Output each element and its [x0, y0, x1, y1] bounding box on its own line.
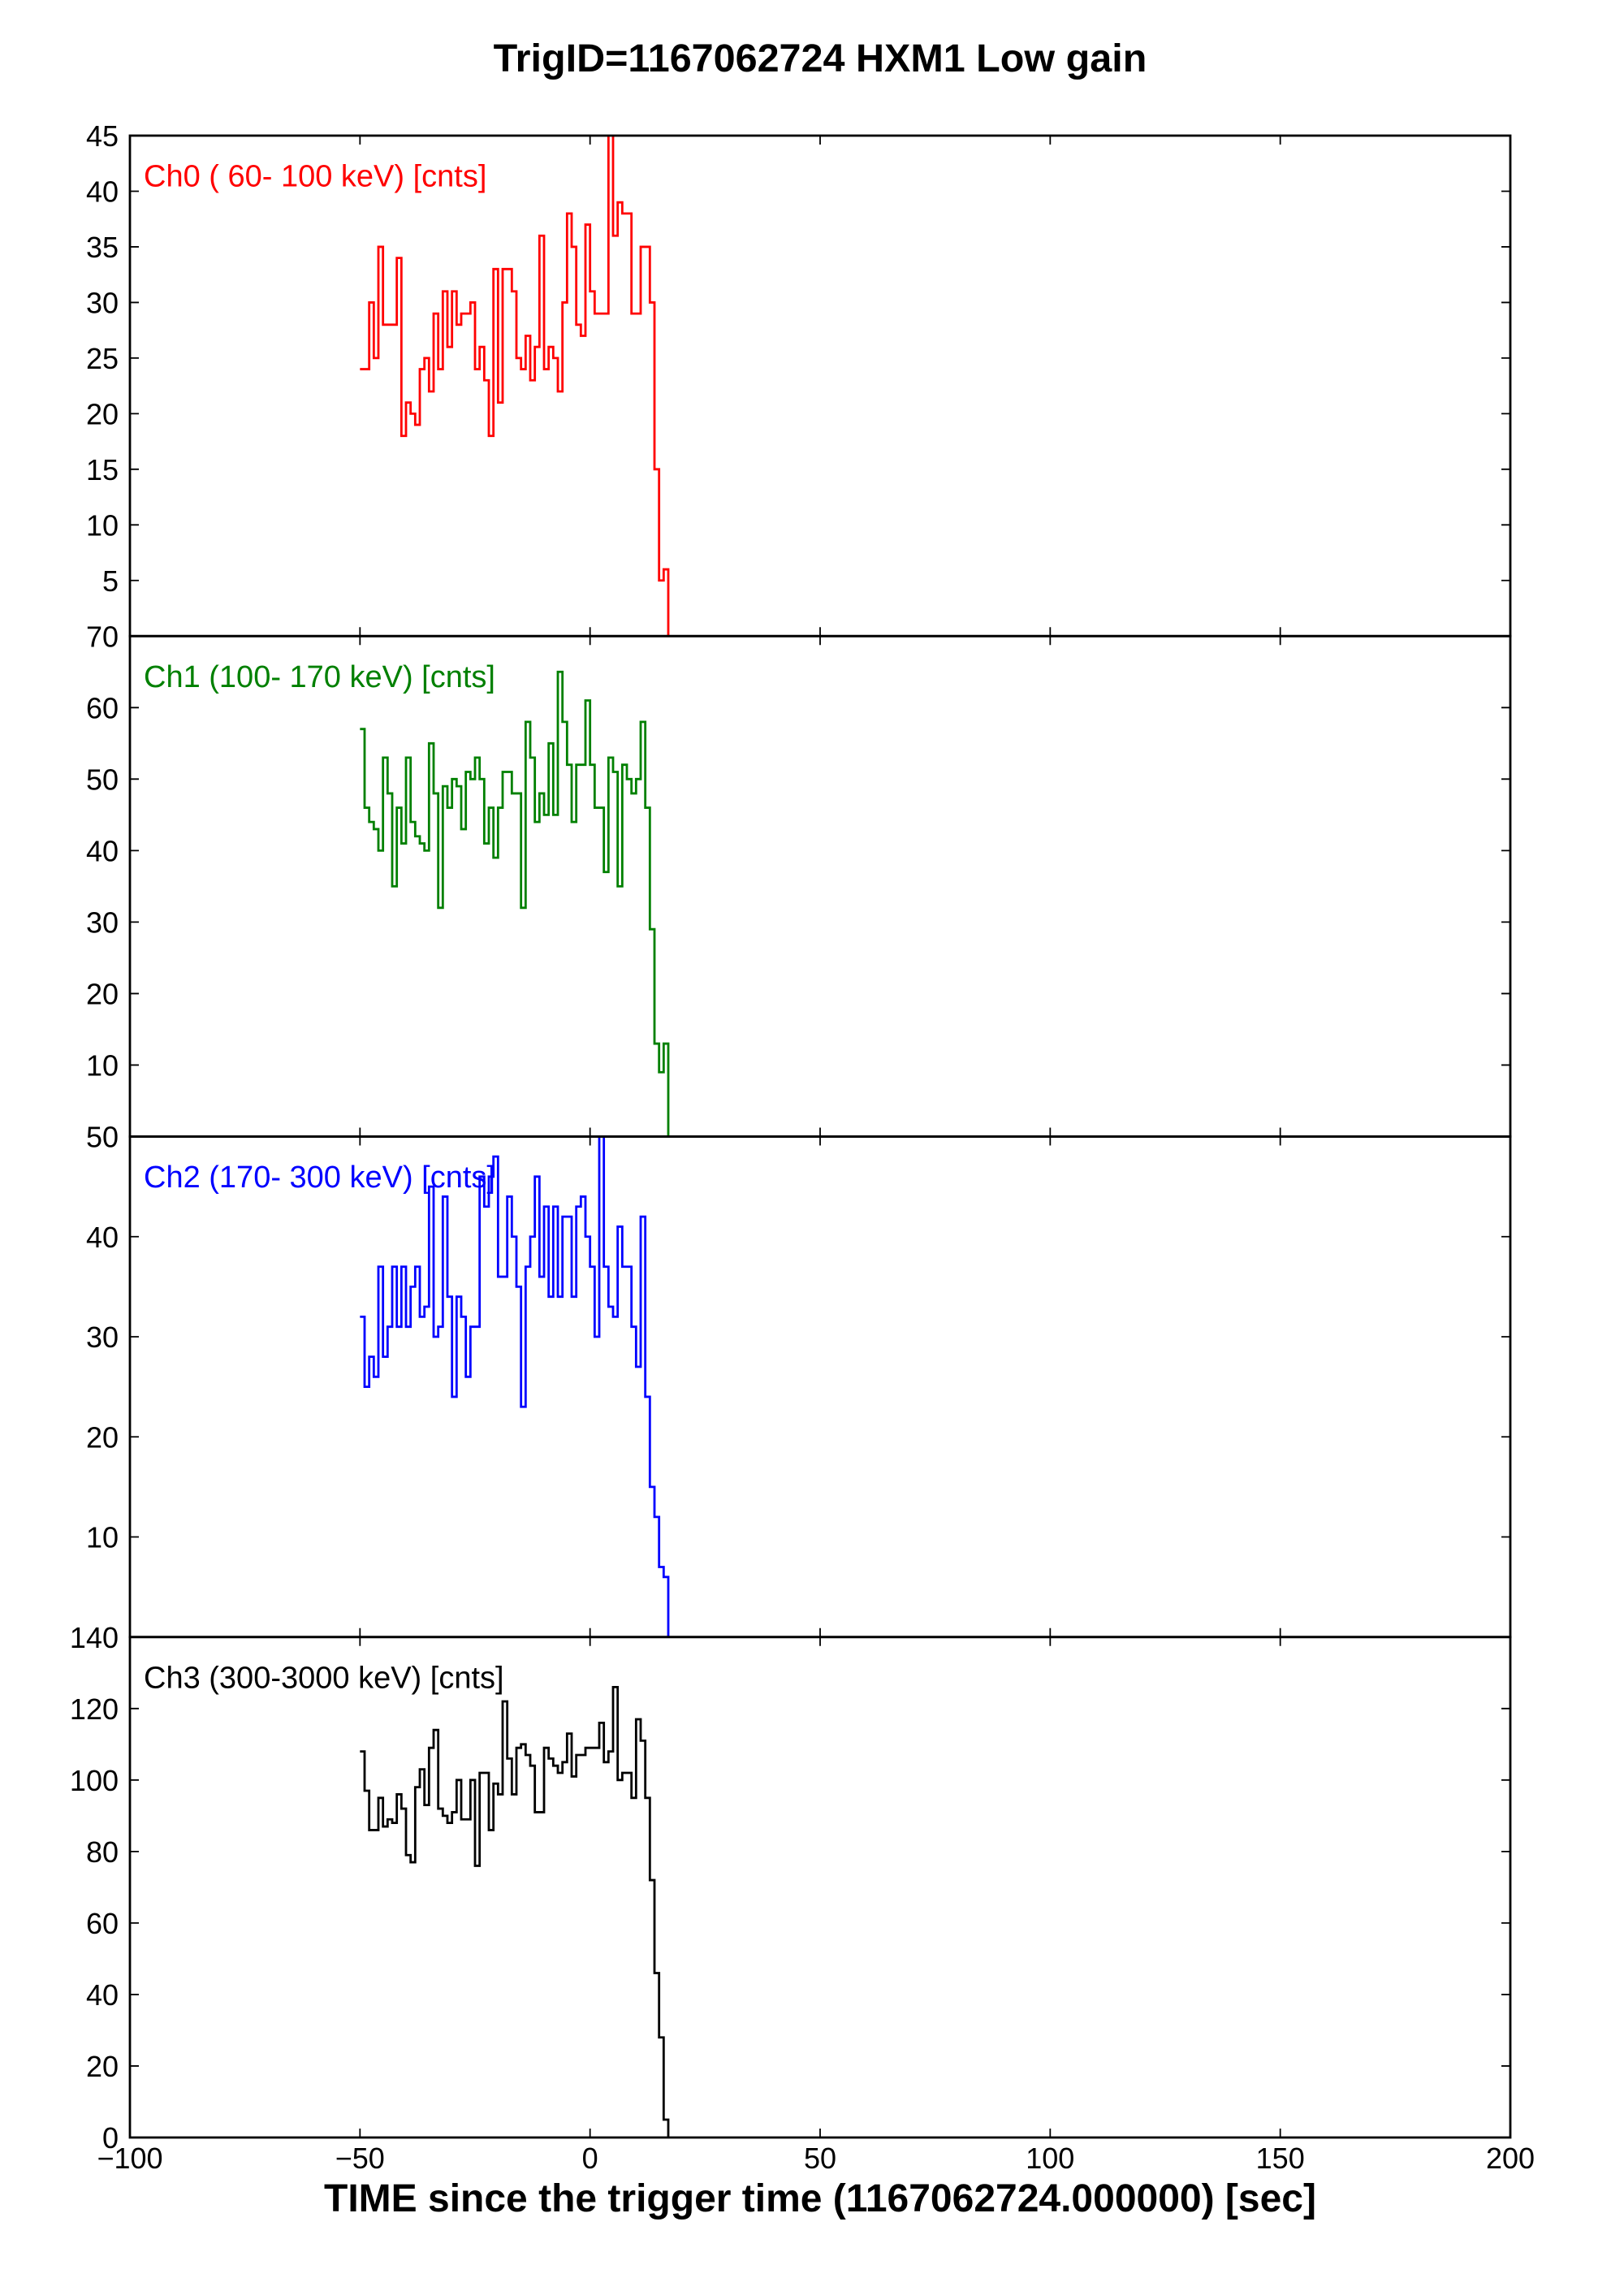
svg-text:15: 15 — [86, 453, 119, 486]
svg-text:Ch2 (170- 300 keV) [cnts]: Ch2 (170- 300 keV) [cnts] — [144, 1161, 495, 1195]
svg-text:100: 100 — [70, 1764, 119, 1797]
svg-text:200: 200 — [1486, 2142, 1535, 2175]
svg-text:60: 60 — [86, 1907, 119, 1940]
svg-text:80: 80 — [86, 1835, 119, 1869]
svg-text:Ch0 ( 60- 100 keV) [cnts]: Ch0 ( 60- 100 keV) [cnts] — [144, 160, 486, 194]
svg-text:20: 20 — [86, 2050, 119, 2083]
svg-text:Ch1 (100- 170 keV) [cnts]: Ch1 (100- 170 keV) [cnts] — [144, 660, 495, 694]
svg-text:TIME since the trigger time (1: TIME since the trigger time (1167062724.… — [324, 2177, 1316, 2220]
svg-text:70: 70 — [86, 620, 119, 653]
svg-text:25: 25 — [86, 342, 119, 375]
svg-text:20: 20 — [86, 398, 119, 431]
svg-text:0: 0 — [582, 2142, 598, 2175]
svg-text:50: 50 — [86, 1121, 119, 1154]
svg-text:20: 20 — [86, 978, 119, 1011]
svg-text:100: 100 — [1026, 2142, 1074, 2175]
svg-text:−100: −100 — [97, 2142, 162, 2175]
svg-text:35: 35 — [86, 231, 119, 264]
svg-text:45: 45 — [86, 119, 119, 153]
svg-text:0: 0 — [102, 2121, 119, 2155]
svg-text:20: 20 — [86, 1420, 119, 1454]
svg-text:TrigID=1167062724 HXM1 Low gai: TrigID=1167062724 HXM1 Low gain — [494, 37, 1147, 80]
svg-text:40: 40 — [86, 1978, 119, 2012]
svg-text:10: 10 — [86, 508, 119, 542]
svg-text:60: 60 — [86, 691, 119, 724]
svg-text:150: 150 — [1256, 2142, 1305, 2175]
svg-text:5: 5 — [102, 564, 119, 598]
svg-text:40: 40 — [86, 175, 119, 209]
svg-text:50: 50 — [86, 763, 119, 796]
svg-text:40: 40 — [86, 835, 119, 868]
svg-text:40: 40 — [86, 1221, 119, 1254]
svg-text:140: 140 — [70, 1621, 119, 1654]
svg-text:−50: −50 — [335, 2142, 385, 2175]
svg-text:120: 120 — [70, 1692, 119, 1726]
svg-text:Ch3 (300-3000 keV) [cnts]: Ch3 (300-3000 keV) [cnts] — [144, 1662, 504, 1696]
svg-text:10: 10 — [86, 1521, 119, 1554]
svg-text:50: 50 — [804, 2142, 836, 2175]
svg-text:30: 30 — [86, 906, 119, 940]
svg-text:30: 30 — [86, 1321, 119, 1354]
svg-text:30: 30 — [86, 287, 119, 320]
svg-text:10: 10 — [86, 1049, 119, 1083]
